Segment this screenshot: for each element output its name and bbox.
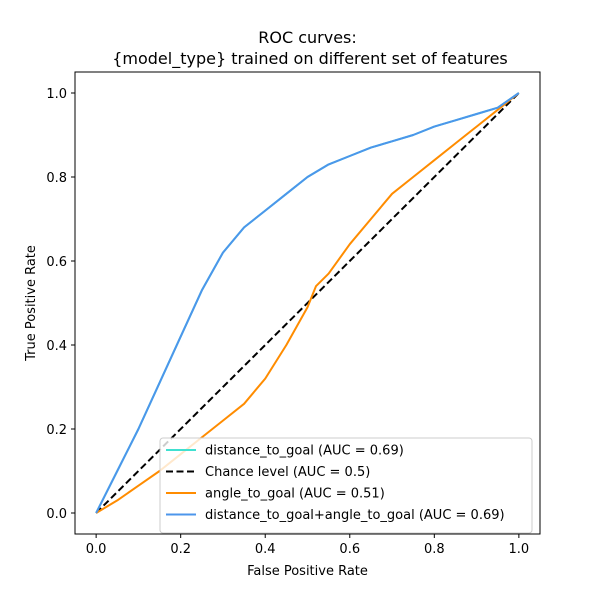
x-axis-label: False Positive Rate bbox=[247, 564, 368, 579]
y-tick-label: 0.2 bbox=[46, 423, 67, 438]
legend-box bbox=[159, 437, 533, 534]
y-tick-label: 0.4 bbox=[46, 339, 67, 354]
legend: distance_to_goal (AUC = 0.69) Chance leve… bbox=[159, 437, 533, 534]
y-tick-label: 0.6 bbox=[46, 255, 67, 270]
y-tick-label: 0.0 bbox=[46, 507, 67, 522]
y-axis-label: True Positive Rate bbox=[24, 245, 39, 362]
axes-frame bbox=[74, 71, 541, 535]
series-line-3 bbox=[95, 92, 520, 514]
y-tick-label: 1.0 bbox=[46, 87, 67, 102]
x-tick-label: 0.2 bbox=[170, 542, 191, 557]
y-tick-label: 0.8 bbox=[46, 171, 67, 186]
x-tick-label: 0.0 bbox=[86, 542, 107, 557]
chart-title-line-2: {model_type} trained on different set of… bbox=[112, 49, 508, 69]
axes: 0.0 0.2 0.4 0.6 0.8 1.0 0.0 0.2 0.4 0.6 0.8 1.0 bbox=[46, 71, 541, 557]
legend-label-1: Chance level (AUC = 0.5) bbox=[205, 465, 370, 480]
x-tick-label: 0.6 bbox=[339, 542, 360, 557]
legend-label-0: distance_to_goal (AUC = 0.69) bbox=[205, 444, 404, 459]
x-tick-label: 0.8 bbox=[424, 542, 445, 557]
x-tick-label: 1.0 bbox=[509, 542, 530, 557]
legend-label-2: angle_to_goal (AUC = 0.51) bbox=[205, 487, 385, 502]
x-tick-label: 0.4 bbox=[255, 542, 276, 557]
legend-label-3: distance_to_goal+angle_to_goal (AUC = 0.… bbox=[205, 508, 505, 523]
chart-title-line-1: ROC curves: bbox=[258, 28, 357, 47]
